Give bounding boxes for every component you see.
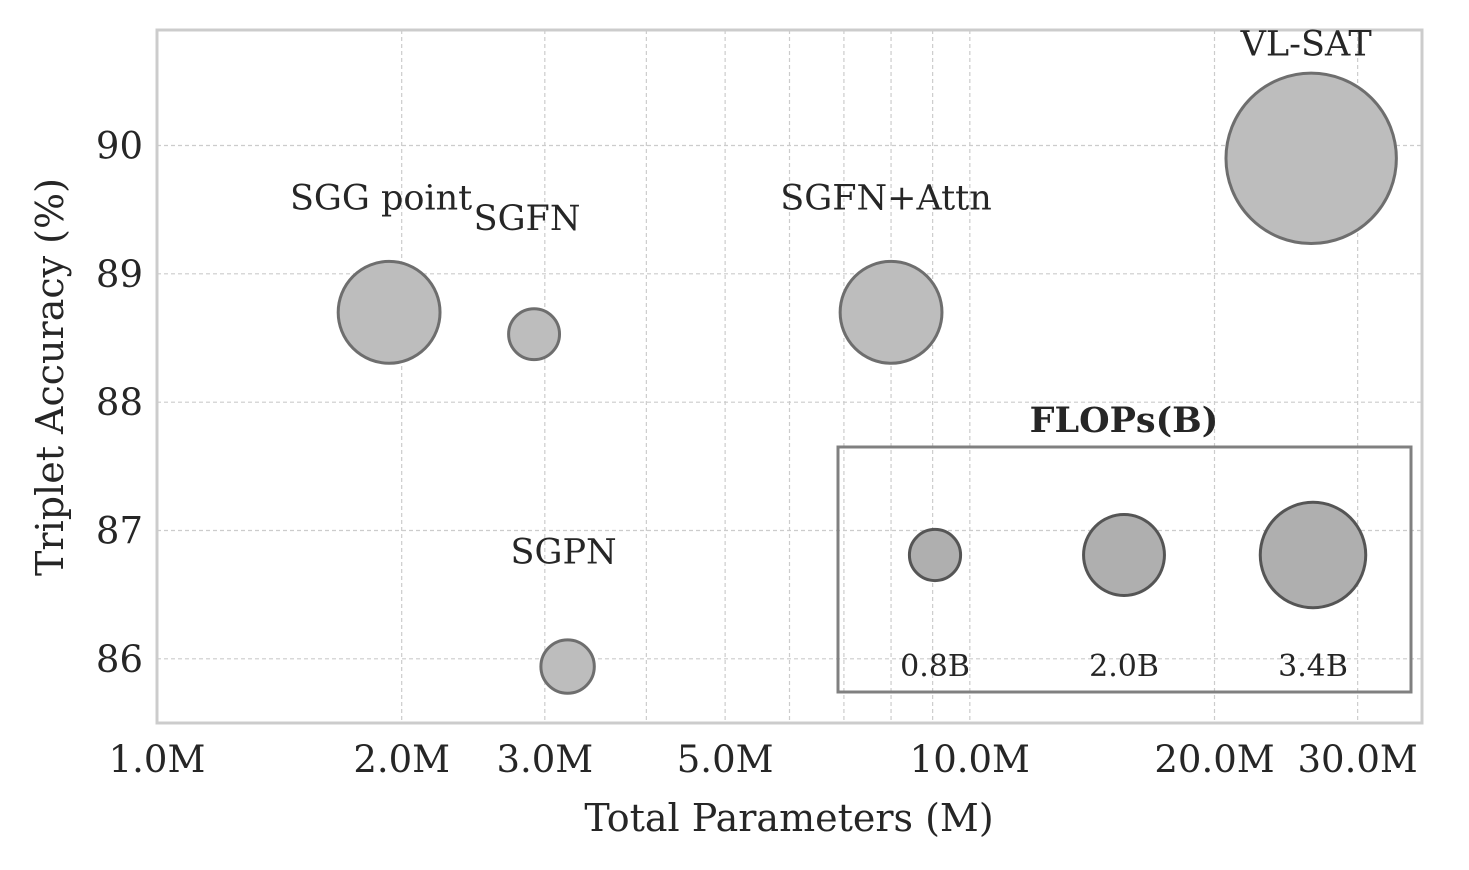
x-tick-label: 10.0M (910, 738, 1030, 781)
y-tick-label: 90 (96, 125, 143, 168)
legend-title: FLOPs(B) (1030, 400, 1219, 441)
bubble-point (507, 307, 562, 362)
legend-frame (836, 445, 1413, 694)
bubble-point (838, 259, 944, 365)
bubble-label: SGFN (474, 199, 581, 239)
x-tick-label: 1.0M (109, 738, 206, 781)
x-tick-label: 5.0M (677, 738, 774, 781)
y-tick-label: 86 (96, 638, 143, 681)
legend-bubble (1082, 513, 1166, 597)
bubble-point (1224, 71, 1398, 246)
x-tick-label: 3.0M (496, 738, 593, 781)
y-axis-title: Triplet Accuracy (%) (28, 178, 72, 576)
bubble-label: VL-SAT (1240, 24, 1372, 64)
x-axis-ticks: 1.0M 2.0M 3.0M 5.0M 10.0M 20.0M 30.0M (109, 738, 1418, 781)
x-tick-label: 2.0M (353, 738, 450, 781)
bubble-point (539, 638, 596, 695)
y-tick-label: 88 (96, 381, 143, 424)
legend-label: 0.8B (900, 649, 970, 684)
bubble-label: SGG point (290, 178, 472, 218)
data-bubbles (336, 71, 1398, 695)
x-tick-label: 20.0M (1154, 738, 1274, 781)
bubble-label: SGPN (511, 533, 617, 573)
legend: FLOPs(B) 0.8B 2.0B 3.4B (836, 400, 1413, 694)
legend-bubble (907, 527, 963, 583)
y-tick-label: 87 (96, 510, 143, 553)
y-tick-label: 89 (96, 253, 143, 296)
plot-frame (155, 28, 1424, 725)
x-axis-title: Total Parameters (M) (584, 796, 993, 840)
x-tick-label: 30.0M (1297, 738, 1417, 781)
y-axis-ticks: 86 87 88 89 90 (96, 125, 143, 681)
bubble-label: SGFN+Attn (780, 178, 992, 218)
legend-bubble (1258, 500, 1368, 610)
legend-label: 3.4B (1278, 649, 1348, 684)
legend-label: 2.0B (1089, 649, 1159, 684)
bubble-point (336, 259, 442, 365)
legend-items: 0.8B 2.0B 3.4B (900, 500, 1368, 684)
